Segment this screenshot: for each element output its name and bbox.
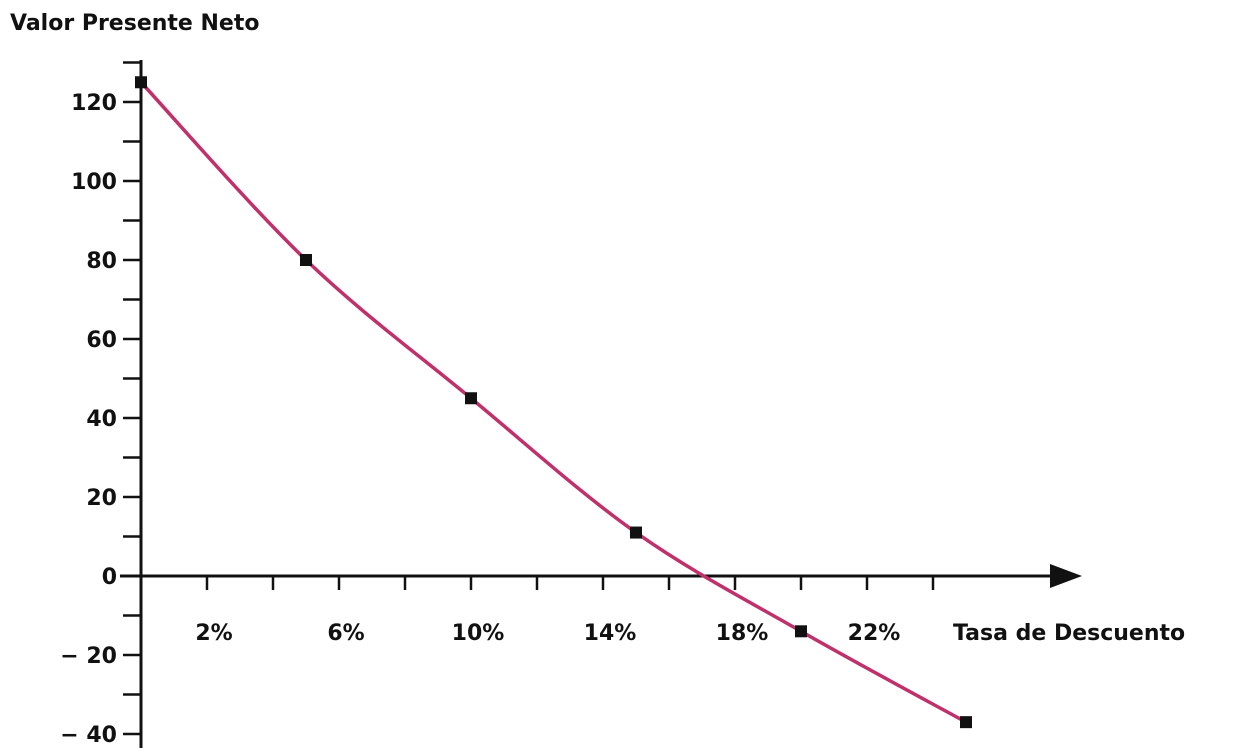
- x-tick-label: 10%: [452, 621, 505, 646]
- npv-data-point: [795, 625, 807, 638]
- y-tick-label: 0: [102, 565, 117, 590]
- x-tick-label: 2%: [195, 621, 232, 646]
- y-tick-label: 20: [86, 486, 117, 511]
- npv-data-point: [135, 76, 147, 89]
- x-axis-title: Tasa de Descuento: [953, 621, 1185, 646]
- x-tick-label: 6%: [327, 621, 364, 646]
- y-tick-label: − 40: [60, 723, 117, 748]
- npv-series-line: [139, 80, 968, 724]
- series-layer: [135, 76, 972, 729]
- x-tick-label: 22%: [848, 621, 901, 646]
- x-axis-arrow: [1050, 564, 1082, 588]
- npv-data-point: [960, 716, 972, 729]
- x-tick-label: 18%: [716, 621, 769, 646]
- npv-data-point: [300, 254, 312, 266]
- axes: [120, 60, 1082, 748]
- ticks: 120 100 80 60 40 20 0 − 20 − 40 2% 6% 10% 14% 18% 22%: [60, 61, 935, 748]
- labels: Valor Presente Neto Tasa de Descuento: [10, 11, 1185, 646]
- npv-data-point: [465, 392, 477, 405]
- y-tick-label: 60: [86, 328, 117, 353]
- npv-data-point: [630, 526, 642, 539]
- y-tick-label: 100: [71, 170, 117, 195]
- y-tick-label: 80: [86, 249, 117, 274]
- y-tick-label: 120: [71, 91, 117, 116]
- y-tick-label: − 20: [60, 644, 117, 669]
- x-tick-label: 14%: [584, 621, 637, 646]
- y-axis-title: Valor Presente Neto: [10, 11, 259, 36]
- y-tick-label: 40: [86, 407, 117, 432]
